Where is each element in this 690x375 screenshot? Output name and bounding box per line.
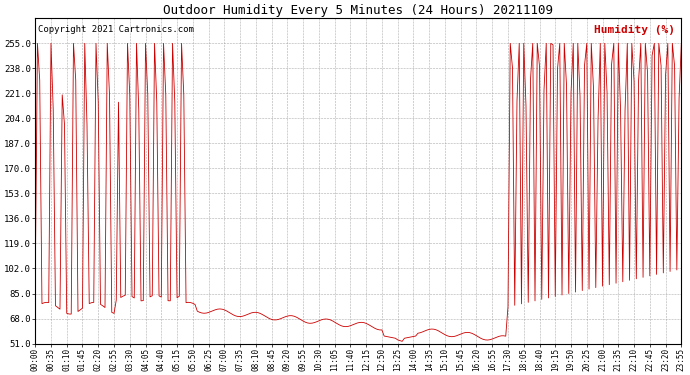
Text: Copyright 2021 Cartronics.com: Copyright 2021 Cartronics.com — [39, 25, 195, 34]
Title: Outdoor Humidity Every 5 Minutes (24 Hours) 20211109: Outdoor Humidity Every 5 Minutes (24 Hou… — [164, 4, 553, 17]
Text: Humidity (%): Humidity (%) — [594, 25, 675, 35]
